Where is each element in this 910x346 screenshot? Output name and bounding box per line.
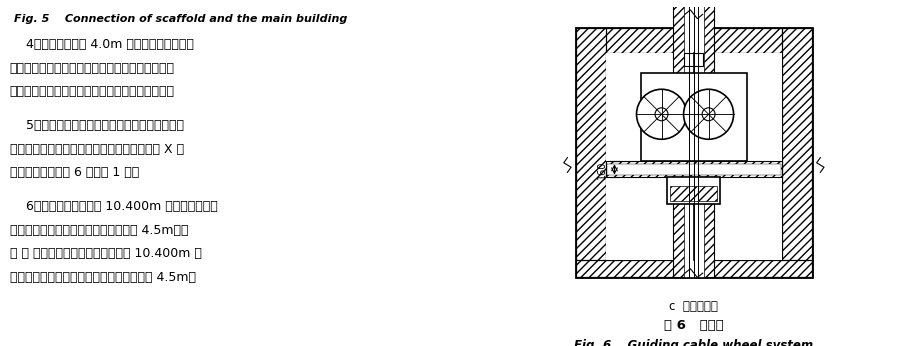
Text: 160: 160 bbox=[597, 160, 607, 179]
Bar bbox=[576, 28, 606, 277]
Circle shape bbox=[636, 89, 686, 139]
Text: Ⓡ ～ Ⓡ轴内、外脚手架还应增加与 10.400m 上: Ⓡ ～ Ⓡ轴内、外脚手架还应增加与 10.400m 上 bbox=[9, 247, 201, 260]
Bar bbox=[683, 4, 704, 277]
Text: 4）外脚手架预留 4.0m 宽的玻璃垂直运输通: 4）外脚手架预留 4.0m 宽的玻璃垂直运输通 bbox=[9, 38, 194, 51]
Text: 斜撑；横向斜撑应在同一节间，由底至顶层呈 X 字: 斜撑；横向斜撑应在同一节间，由底至顶层呈 X 字 bbox=[9, 143, 184, 156]
Bar bbox=[607, 164, 781, 175]
Bar bbox=[606, 53, 782, 260]
Text: c  导索轮系统: c 导索轮系统 bbox=[670, 300, 718, 313]
Text: Fig. 6    Guiding cable wheel system: Fig. 6 Guiding cable wheel system bbox=[574, 339, 814, 346]
Text: 一层的拱形通长钢彩带进行拉接，拉接间距 4.5m。: 一层的拱形通长钢彩带进行拉接，拉接间距 4.5m。 bbox=[9, 271, 196, 284]
Text: 立杆齐平，保证玻璃能从幕墙下部垂直运至顶部。: 立杆齐平，保证玻璃能从幕墙下部垂直运至顶部。 bbox=[9, 85, 175, 98]
Bar bbox=[576, 28, 812, 53]
Text: 6）内、外脚手架要与 10.400m 标高的通长钢横: 6）内、外脚手架要与 10.400m 标高的通长钢横 bbox=[9, 200, 217, 213]
Text: 梁和顶部通长钢横梁拉接，拉接间距为 4.5m。在: 梁和顶部通长钢横梁拉接，拉接间距为 4.5m。在 bbox=[9, 224, 188, 237]
Bar bbox=[576, 260, 812, 277]
Text: 图 6   导索轮: 图 6 导索轮 bbox=[664, 319, 723, 333]
Text: 形连续布置，每隔 6 跨设置 1 道。: 形连续布置，每隔 6 跨设置 1 道。 bbox=[9, 166, 139, 179]
Bar bbox=[641, 73, 747, 161]
Text: Fig. 5    Connection of scaffold and the main building: Fig. 5 Connection of scaffold and the ma… bbox=[15, 14, 348, 24]
Bar bbox=[667, 177, 721, 204]
Bar bbox=[606, 161, 782, 177]
Circle shape bbox=[703, 108, 715, 121]
Text: 道，通道内水平小横杆不向玻璃面挑出，与外架内: 道，通道内水平小横杆不向玻璃面挑出，与外架内 bbox=[9, 62, 175, 75]
Bar bbox=[576, 28, 812, 277]
Bar bbox=[673, 4, 714, 277]
Bar bbox=[671, 186, 717, 201]
Bar bbox=[782, 28, 812, 277]
Text: 5）为保证架体稳定，内、外脚手架要设置横向: 5）为保证架体稳定，内、外脚手架要设置横向 bbox=[9, 119, 184, 132]
Bar bbox=[684, 53, 703, 66]
Circle shape bbox=[655, 108, 668, 121]
Circle shape bbox=[683, 89, 733, 139]
